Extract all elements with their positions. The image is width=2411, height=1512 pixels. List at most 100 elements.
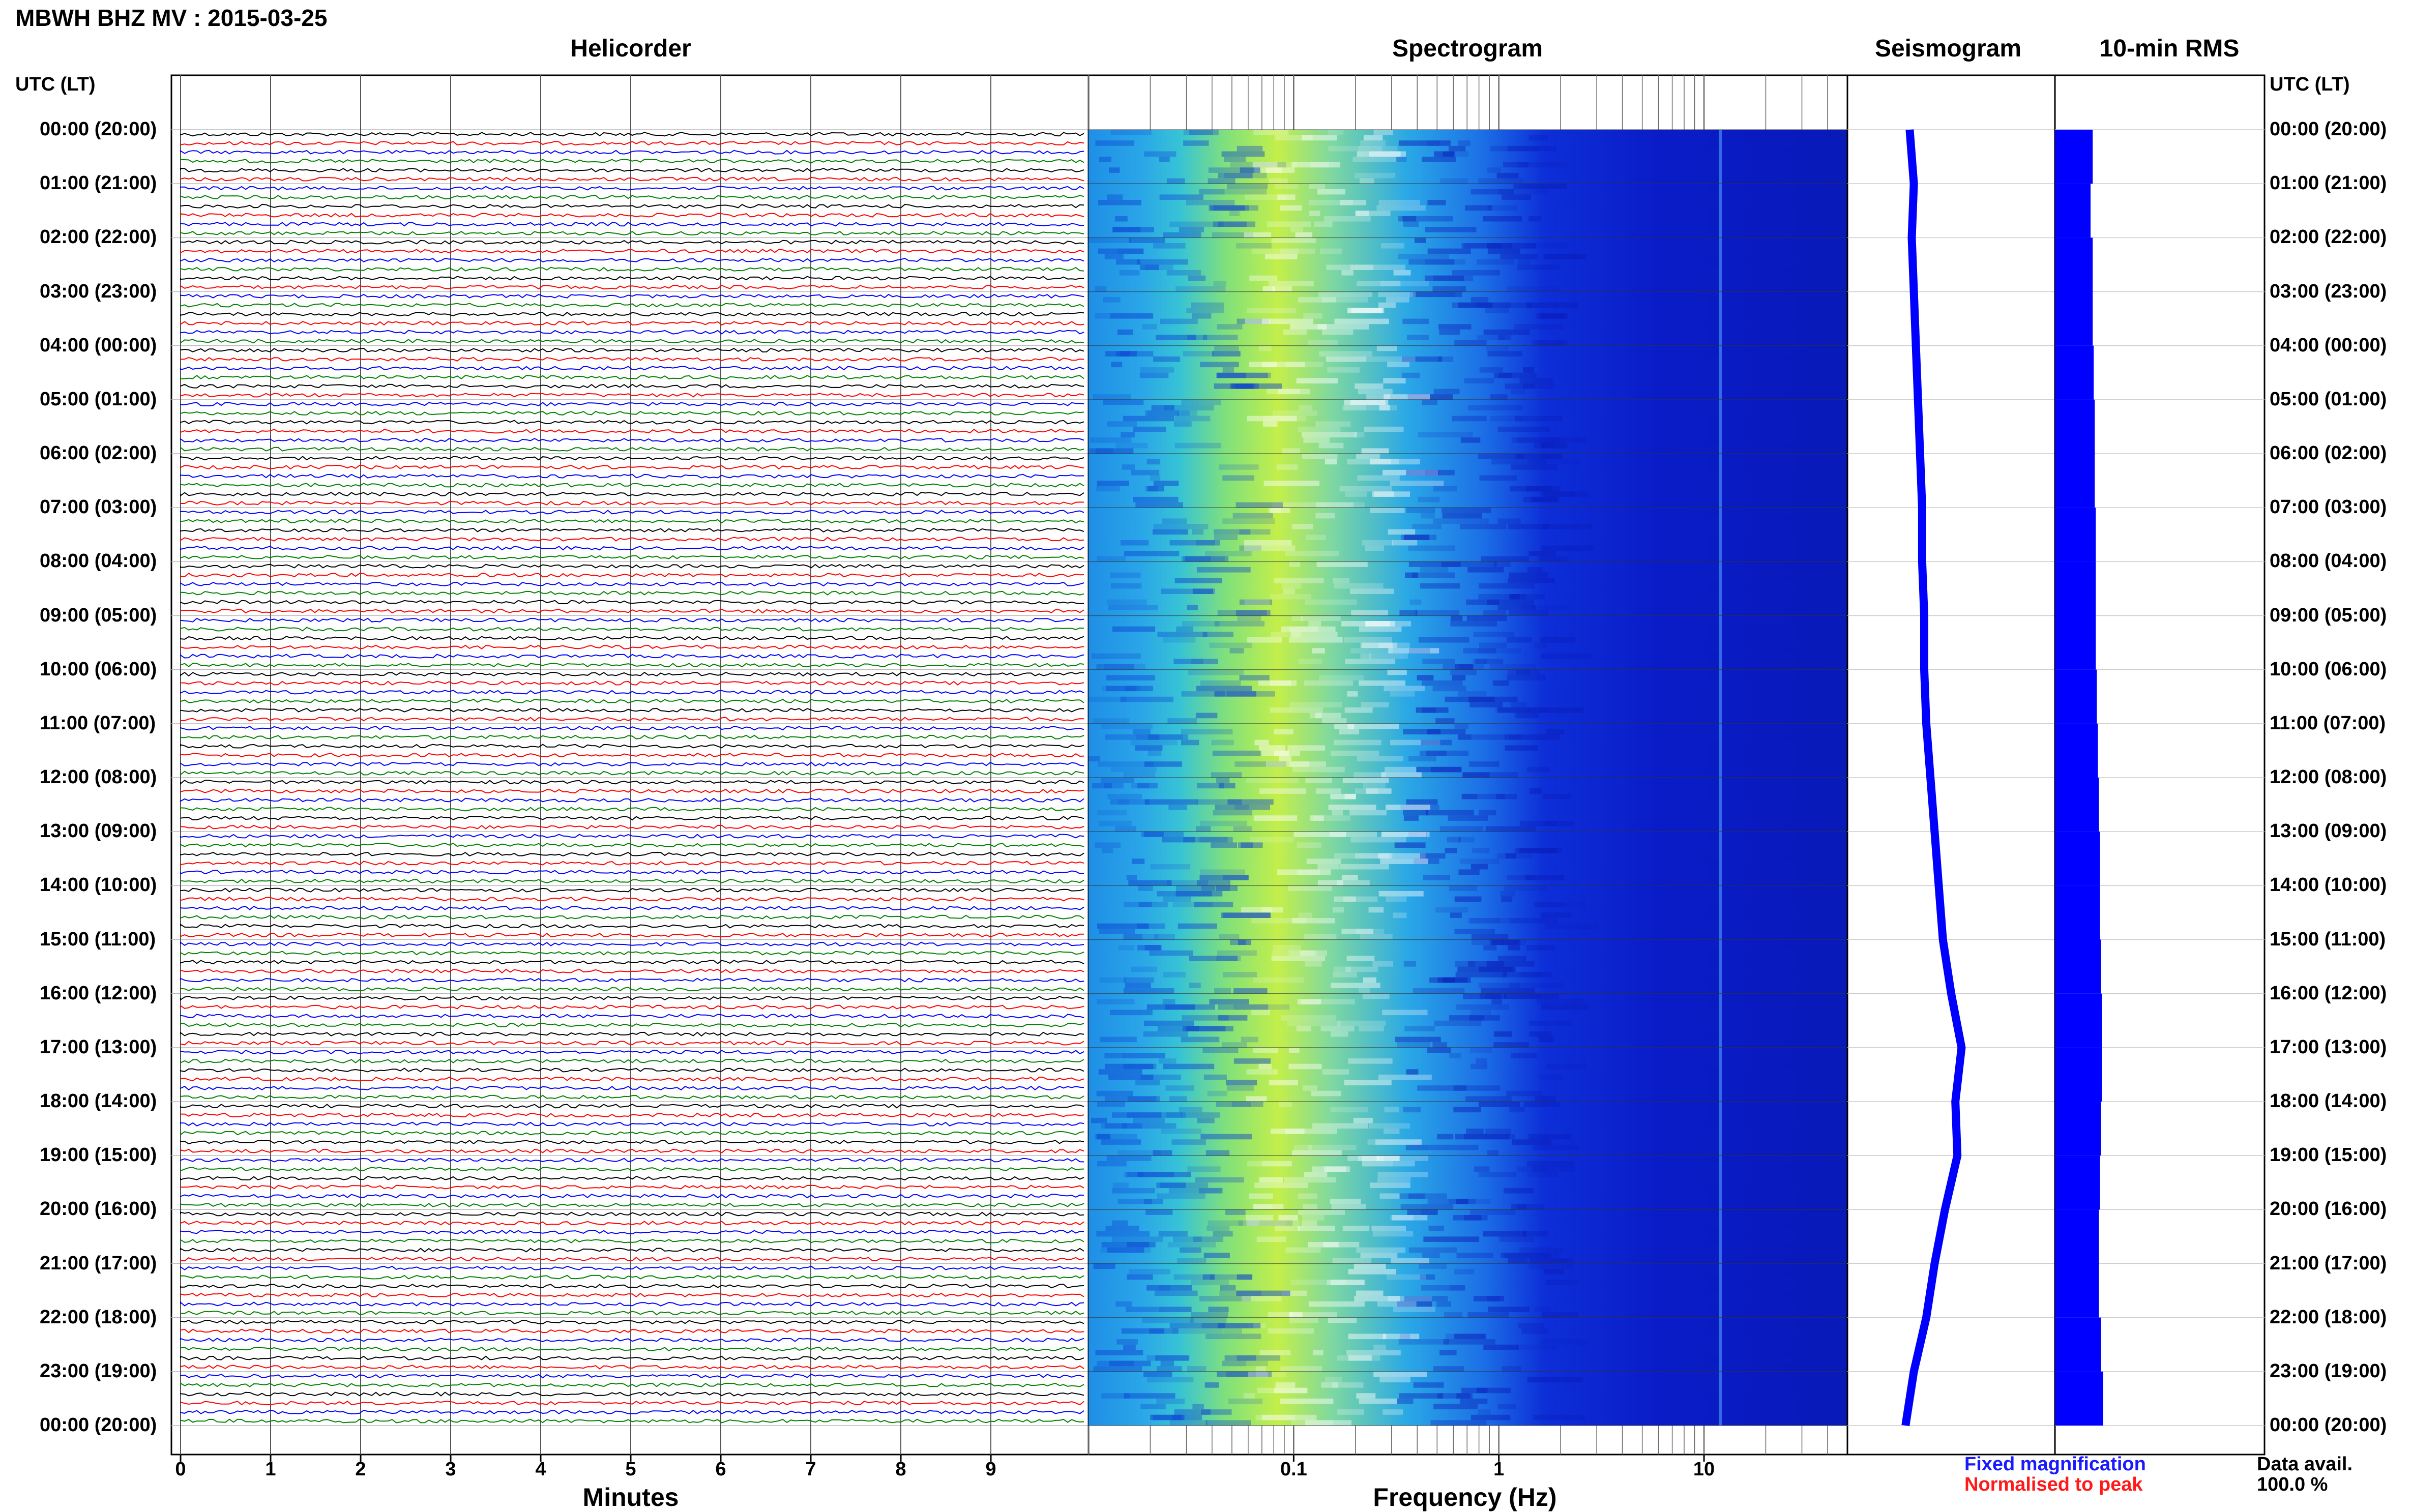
spectrogram-texture xyxy=(1360,934,1393,940)
spectrogram-texture xyxy=(1413,291,1462,298)
spectrogram-texture xyxy=(1100,1036,1137,1043)
spectrogram-texture xyxy=(1097,481,1129,486)
spectrogram-texture xyxy=(1388,529,1416,535)
spectrogram-texture xyxy=(1385,766,1416,773)
helicorder-trace xyxy=(180,1023,1084,1028)
helicorder-trace xyxy=(180,437,1084,443)
time-label-right: 11:00 (07:00) xyxy=(2270,712,2386,734)
spectrogram-texture xyxy=(1291,615,1303,621)
spectrogram-texture xyxy=(1298,1193,1317,1199)
spectrogram-texture xyxy=(1097,999,1135,1004)
spectrogram-texture xyxy=(1310,162,1329,168)
spectrogram-texture xyxy=(1504,1188,1534,1194)
spectrogram-texture xyxy=(1093,1263,1115,1269)
spectrogram-texture xyxy=(1099,977,1126,983)
spectrogram-texture xyxy=(1511,464,1557,470)
spectrogram-texture xyxy=(1246,1069,1278,1075)
spectrogram-texture xyxy=(1145,1209,1173,1215)
spectrogram-texture xyxy=(1356,1247,1405,1253)
spectrogram-texture xyxy=(1308,200,1353,205)
spectrogram-texture xyxy=(1339,200,1366,205)
spectrogram-texture xyxy=(1169,540,1220,546)
spectrogram-texture xyxy=(1191,302,1224,308)
spectrogram-texture xyxy=(1107,1247,1144,1253)
spectrogram-texture xyxy=(1312,1166,1346,1172)
spectrogram-texture xyxy=(1511,702,1527,707)
spectrogram-texture xyxy=(1177,1258,1207,1264)
spectrogram-texture xyxy=(1253,130,1289,135)
spectrogram-texture xyxy=(1417,1085,1467,1091)
spectrogram-texture xyxy=(1090,437,1132,443)
spectrogram-texture xyxy=(1222,367,1234,373)
spectrogram-texture xyxy=(1229,648,1244,654)
spectrogram-texture xyxy=(1214,988,1231,994)
spectrogram-texture xyxy=(1298,912,1312,918)
spectrogram-texture xyxy=(1209,205,1245,211)
spectrogram-texture xyxy=(1295,232,1312,238)
spectrogram-texture xyxy=(1275,135,1313,141)
spectrogram-texture xyxy=(1244,545,1296,551)
spectrogram-texture xyxy=(1544,254,1587,259)
spectrogram-texture xyxy=(1284,1129,1337,1134)
spectrogram-texture xyxy=(1270,594,1312,600)
spectrogram-texture xyxy=(1334,318,1389,324)
spectrogram-texture xyxy=(1261,750,1300,756)
spectrogram-texture xyxy=(1174,578,1222,583)
spectrogram-texture xyxy=(1476,259,1514,265)
spectrogram-texture xyxy=(1546,1063,1586,1070)
spectrogram-texture xyxy=(1185,556,1229,562)
spectrogram-texture xyxy=(1349,810,1387,816)
spectrogram-texture xyxy=(1515,848,1562,853)
helicorder-x-tick-label: 8 xyxy=(895,1459,906,1480)
spectrogram-texture xyxy=(1153,243,1186,249)
time-label-right: 17:00 (13:00) xyxy=(2270,1036,2387,1058)
spectrogram-texture xyxy=(1446,1333,1485,1340)
helicorder-title: Helicorder xyxy=(570,35,691,62)
spectrogram-texture xyxy=(1169,221,1224,227)
spectrogram-texture xyxy=(1266,761,1310,767)
spectrogram-texture xyxy=(1225,1209,1246,1215)
helicorder-trace xyxy=(180,1140,1084,1145)
spectrogram-texture xyxy=(1165,1004,1215,1010)
spectrogram-texture xyxy=(1211,772,1242,778)
spectrogram-texture xyxy=(1330,793,1356,799)
spectrogram-texture xyxy=(1248,1220,1286,1226)
spectrogram-texture xyxy=(1142,1317,1194,1323)
spectrogram-texture xyxy=(1540,1339,1589,1345)
spectrogram-texture xyxy=(1165,1085,1194,1091)
spectrogram-texture xyxy=(1171,1139,1206,1145)
spectrogram-texture xyxy=(1305,599,1357,605)
spectrogram-texture xyxy=(1528,1263,1574,1269)
rms-bar xyxy=(2055,238,2093,292)
spectrogram-texture xyxy=(1277,869,1331,875)
time-label-right: 02:00 (22:00) xyxy=(2270,226,2387,248)
spectrogram-texture xyxy=(1504,885,1547,891)
helicorder-trace xyxy=(180,644,1084,650)
spectrogram-texture xyxy=(1098,200,1141,205)
spectrogram-texture xyxy=(1379,405,1390,411)
spectrogram-texture xyxy=(1427,200,1446,205)
spectrogram-texture xyxy=(1112,1188,1155,1194)
spectrogram-texture xyxy=(1369,459,1391,465)
spectrogram-texture xyxy=(1339,729,1360,735)
spectrogram-texture xyxy=(1163,896,1191,902)
spectrogram-texture xyxy=(1337,1355,1380,1361)
spectrogram-texture xyxy=(1427,140,1440,146)
time-label-right: 08:00 (04:00) xyxy=(2270,550,2387,572)
helicorder-trace xyxy=(180,168,1084,173)
spectrogram-texture xyxy=(1161,588,1215,594)
spectrogram-texture xyxy=(1253,815,1298,821)
spectrogram-texture xyxy=(1511,1204,1527,1210)
spectrogram-texture xyxy=(1209,999,1249,1004)
helicorder-x-tick-label: 3 xyxy=(445,1459,456,1480)
spectrogram-texture xyxy=(1177,410,1197,416)
spectrogram-texture xyxy=(1432,686,1466,692)
spectrogram-texture xyxy=(1108,605,1158,610)
spectrogram-texture xyxy=(1398,1339,1449,1345)
spectrogram-texture xyxy=(1163,972,1186,977)
spectrogram-texture xyxy=(1378,302,1396,308)
spectrogram-texture xyxy=(1363,977,1376,983)
spectrogram-texture xyxy=(1144,486,1158,492)
spectrogram-texture xyxy=(1214,383,1253,389)
spectrogram-texture xyxy=(1263,416,1306,422)
